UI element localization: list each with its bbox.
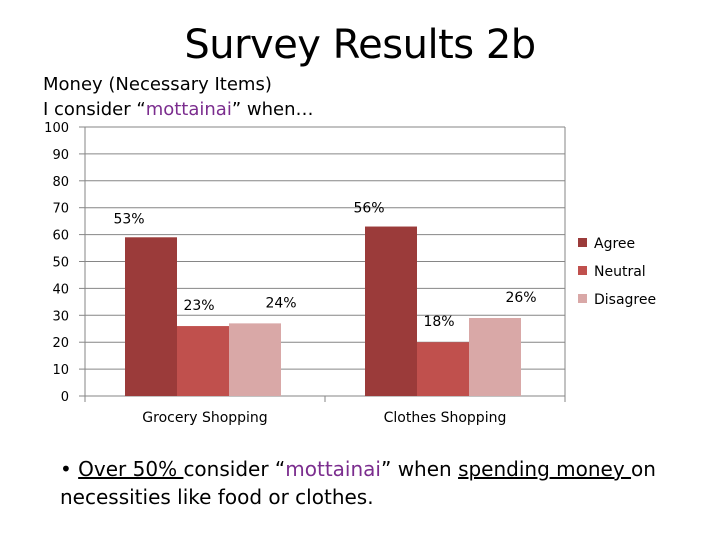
bar-disagree [229,323,281,396]
subtitle-text-pre: I consider “ [43,99,146,120]
note-text-2: ” when [380,457,459,481]
legend-swatch-agree [578,238,587,247]
data-label: 56% [353,201,384,217]
y-tick-label: 30 [52,309,69,324]
data-label: 24% [265,295,296,311]
summary-bullet: • Over 50% consider “mottainai” when spe… [60,455,670,511]
slide-title: Survey Results 2b [184,22,536,68]
data-label: 53% [113,211,144,227]
chart-subtitle: Money (Necessary Items) I consider “mott… [43,72,314,122]
note-emphasis-spending: spending money [458,457,632,481]
note-text-1: consider “ [183,457,286,481]
y-tick-label: 50 [52,256,69,271]
note-accent-word: mottainai [285,457,381,481]
category-label: Grocery Shopping [142,410,267,426]
bullet-glyph: • [60,457,79,481]
subtitle-text-post: ” when… [231,99,314,120]
legend-swatch-disagree [578,294,587,303]
y-tick-label: 80 [52,175,69,190]
bar-chart: 0 10 20 30 40 50 60 70 80 90 100 53% 23% 24% Grocery S… [44,121,656,426]
bar-agree [365,226,417,396]
subtitle-accent-word: mottainai [145,99,232,120]
y-tick-label: 70 [52,202,69,217]
bar-agree [125,237,177,396]
y-tick-label: 90 [52,148,69,163]
y-tick-label: 100 [44,121,69,136]
note-text-3: on necessities like food or clothes. [60,457,656,509]
legend-label-agree: Agree [594,236,635,252]
y-tick-label: 0 [61,390,69,405]
y-tick-label: 40 [52,282,69,297]
bar-disagree [469,317,521,396]
bar-neutral [177,326,229,396]
data-label: 23% [183,298,214,314]
y-tick-label: 10 [52,363,69,378]
legend-label-disagree: Disagree [594,292,656,308]
data-label: 18% [423,314,454,330]
y-tick-label: 60 [52,229,69,244]
legend-label-neutral: Neutral [594,264,646,280]
category-label: Clothes Shopping [384,410,507,426]
data-label: 26% [505,290,536,306]
note-emphasis-over-50: Over 50% [78,457,184,481]
subtitle-line-1: Money (Necessary Items) [43,74,272,95]
y-tick-label: 20 [52,336,69,351]
subtitle-line-2: I consider “mottainai” when… [43,97,314,122]
legend-swatch-neutral [578,266,587,275]
bar-neutral [417,342,469,396]
